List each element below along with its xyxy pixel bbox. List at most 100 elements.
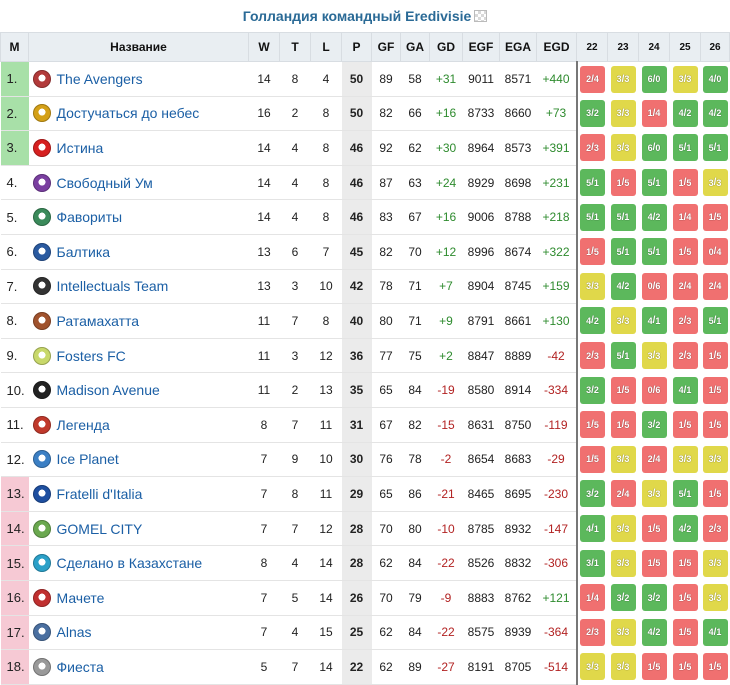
result-badge[interactable]: 6/0 [641, 65, 667, 93]
col-p[interactable]: P [341, 32, 372, 62]
result-badge[interactable]: 1/5 [672, 169, 698, 197]
result-badge[interactable]: 3/2 [610, 584, 636, 612]
team-name-link[interactable]: Фавориты [56, 209, 123, 226]
result-badge[interactable]: 3/3 [702, 169, 728, 197]
result-badge[interactable]: 5/1 [610, 238, 636, 266]
result-badge[interactable]: 1/5 [610, 169, 636, 197]
result-badge[interactable]: 2/4 [580, 65, 605, 93]
result-badge[interactable]: 3/3 [610, 307, 636, 335]
result-badge[interactable]: 2/3 [580, 618, 605, 646]
team-name-link[interactable]: Alnas [56, 624, 92, 641]
result-badge[interactable]: 3/3 [610, 549, 636, 577]
result-badge[interactable]: 5/1 [580, 169, 605, 197]
result-badge[interactable]: 2/4 [702, 272, 728, 300]
result-badge[interactable]: 3/3 [672, 65, 698, 93]
col-gf[interactable]: GF [371, 32, 401, 62]
result-badge[interactable]: 4/1 [702, 618, 728, 646]
result-badge[interactable]: 4/2 [641, 203, 667, 231]
team-name-link[interactable]: Madison Avenue [56, 382, 160, 399]
col-pos[interactable]: М [0, 32, 29, 62]
result-badge[interactable]: 4/2 [672, 99, 698, 127]
result-badge[interactable]: 0/4 [702, 238, 728, 266]
col-ega[interactable]: EGA [499, 32, 537, 62]
team-name-link[interactable]: Ратамахатта [56, 312, 140, 329]
col-l[interactable]: L [310, 32, 342, 62]
team-name-link[interactable]: The Avengers [56, 70, 143, 87]
result-badge[interactable]: 4/0 [702, 65, 728, 93]
team-name-link[interactable]: Фиеста [56, 658, 104, 675]
result-badge[interactable]: 3/3 [610, 65, 636, 93]
result-badge[interactable]: 3/1 [580, 549, 605, 577]
result-badge[interactable]: 2/3 [672, 307, 698, 335]
result-badge[interactable]: 3/3 [580, 272, 605, 300]
result-badge[interactable]: 0/6 [641, 376, 667, 404]
result-badge[interactable]: 1/5 [610, 376, 636, 404]
result-badge[interactable]: 3/3 [641, 342, 667, 370]
team-name-link[interactable]: Ice Planet [56, 451, 119, 468]
result-badge[interactable]: 5/1 [610, 342, 636, 370]
result-badge[interactable]: 1/5 [702, 342, 728, 370]
result-badge[interactable]: 3/3 [610, 134, 636, 162]
col-egd[interactable]: EGD [536, 32, 577, 62]
result-badge[interactable]: 2/4 [641, 445, 667, 473]
result-badge[interactable]: 4/1 [672, 376, 698, 404]
result-badge[interactable]: 3/3 [610, 99, 636, 127]
team-name-link[interactable]: Свободный Ум [56, 174, 153, 191]
result-badge[interactable]: 1/4 [672, 203, 698, 231]
result-badge[interactable]: 2/3 [580, 342, 605, 370]
result-badge[interactable]: 5/1 [580, 203, 605, 231]
result-badge[interactable]: 1/5 [672, 653, 698, 681]
team-name-link[interactable]: Fosters FC [56, 347, 126, 364]
result-badge[interactable]: 1/4 [580, 584, 605, 612]
result-badge[interactable]: 4/2 [641, 618, 667, 646]
team-name-link[interactable]: GOMEL CITY [56, 520, 143, 537]
col-t[interactable]: T [279, 32, 311, 62]
result-badge[interactable]: 3/2 [641, 411, 667, 439]
result-badge[interactable]: 3/3 [702, 584, 728, 612]
result-badge[interactable]: 1/5 [702, 411, 728, 439]
result-badge[interactable]: 1/5 [641, 549, 667, 577]
result-badge[interactable]: 5/1 [702, 134, 728, 162]
result-badge[interactable]: 3/3 [610, 618, 636, 646]
result-badge[interactable]: 5/1 [702, 307, 728, 335]
result-badge[interactable]: 4/2 [580, 307, 605, 335]
result-badge[interactable]: 5/1 [641, 238, 667, 266]
result-badge[interactable]: 4/2 [672, 515, 698, 543]
result-badge[interactable]: 6/0 [641, 134, 667, 162]
result-badge[interactable]: 5/1 [672, 480, 698, 508]
result-badge[interactable]: 3/2 [641, 584, 667, 612]
result-badge[interactable]: 3/3 [702, 549, 728, 577]
result-badge[interactable]: 2/3 [580, 134, 605, 162]
result-badge[interactable]: 5/1 [610, 203, 636, 231]
result-badge[interactable]: 3/3 [610, 653, 636, 681]
result-badge[interactable]: 1/5 [672, 618, 698, 646]
team-name-link[interactable]: Истина [56, 139, 104, 156]
result-badge[interactable]: 1/5 [702, 376, 728, 404]
result-badge[interactable]: 1/5 [580, 238, 605, 266]
result-badge[interactable]: 1/5 [610, 411, 636, 439]
team-name-link[interactable]: Fratelli d'Italia [56, 485, 143, 502]
result-badge[interactable]: 1/5 [672, 549, 698, 577]
result-badge[interactable]: 3/2 [580, 99, 605, 127]
result-badge[interactable]: 1/5 [672, 411, 698, 439]
result-badge[interactable]: 2/4 [610, 480, 636, 508]
result-badge[interactable]: 3/3 [610, 445, 636, 473]
result-badge[interactable]: 3/2 [580, 376, 605, 404]
result-badge[interactable]: 3/3 [702, 445, 728, 473]
result-badge[interactable]: 3/2 [580, 480, 605, 508]
result-badge[interactable]: 1/5 [672, 238, 698, 266]
result-badge[interactable]: 1/5 [702, 480, 728, 508]
result-badge[interactable]: 1/5 [641, 653, 667, 681]
result-badge[interactable]: 1/5 [580, 411, 605, 439]
result-badge[interactable]: 5/1 [672, 134, 698, 162]
result-badge[interactable]: 3/3 [610, 515, 636, 543]
team-name-link[interactable]: Сделано в Казахстане [56, 555, 203, 572]
team-name-link[interactable]: Мачете [56, 589, 105, 606]
result-badge[interactable]: 4/2 [610, 272, 636, 300]
team-name-link[interactable]: Достучаться до небес [56, 105, 200, 122]
team-name-link[interactable]: Intellectuals Team [56, 278, 169, 295]
result-badge[interactable]: 0/6 [641, 272, 667, 300]
result-badge[interactable]: 3/3 [580, 653, 605, 681]
col-egf[interactable]: EGF [462, 32, 500, 62]
result-badge[interactable]: 4/1 [580, 515, 605, 543]
